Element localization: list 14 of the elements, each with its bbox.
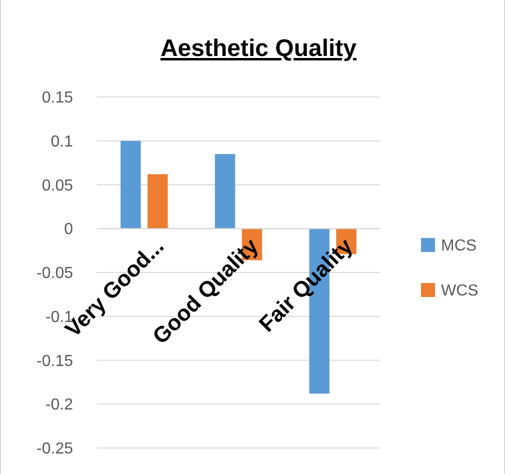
y-tick-label: -0.15 — [36, 352, 74, 370]
bar — [148, 174, 168, 229]
y-tick-label: -0.05 — [36, 265, 74, 282]
y-tick-label: 0.15 — [42, 90, 74, 107]
y-tick-label: -0.2 — [45, 396, 74, 414]
y-tick-label: 0.1 — [50, 133, 74, 150]
legend-label: MCS — [441, 238, 477, 255]
bar — [214, 154, 236, 229]
legend-label: WCS — [441, 282, 478, 300]
y-tick-label: 0.05 — [42, 177, 74, 194]
y-tick-label: -0.25 — [36, 440, 74, 458]
bar — [120, 140, 141, 229]
chart-title: Aesthetic Quality — [160, 35, 358, 62]
y-tick-label: 0 — [64, 221, 74, 238]
